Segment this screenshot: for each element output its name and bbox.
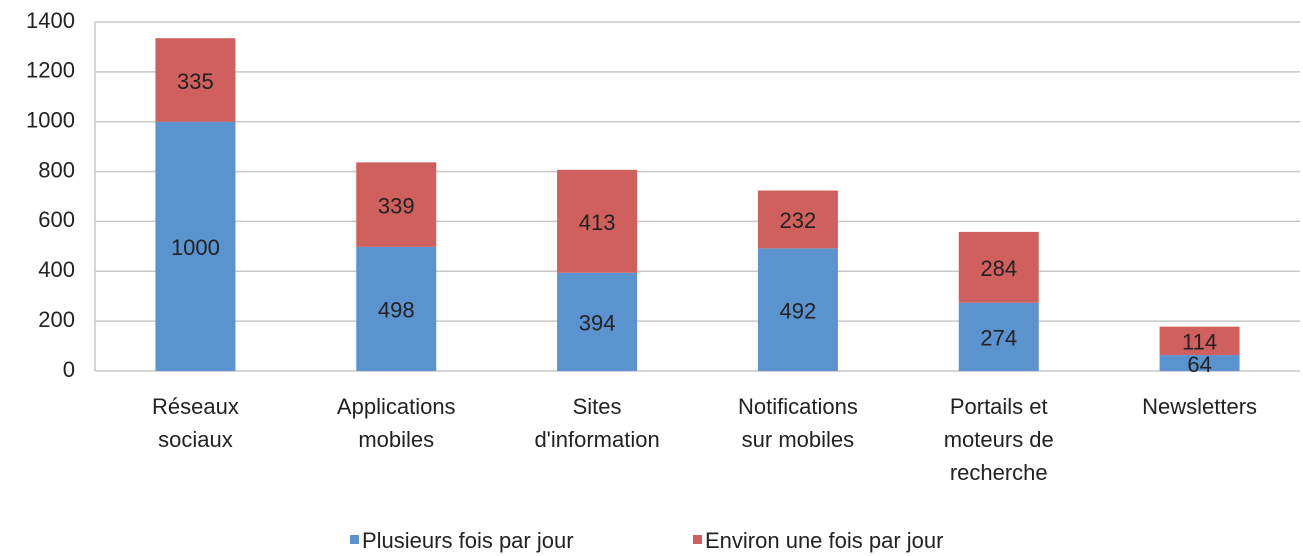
x-tick-label: Réseaux — [152, 394, 239, 419]
bar-segment — [557, 272, 638, 371]
y-tick-label: 600 — [38, 207, 75, 232]
data-label: 339 — [378, 193, 415, 218]
data-label: 498 — [378, 298, 415, 323]
bar-segment — [356, 162, 437, 247]
data-label: 413 — [579, 210, 616, 235]
y-tick-label: 1400 — [26, 8, 75, 33]
legend-label: Environ une fois par jour — [705, 528, 943, 553]
x-tick-label: Newsletters — [1142, 394, 1257, 419]
bar-segment — [958, 231, 1039, 303]
bar-segment — [757, 248, 838, 371]
x-tick-label: Portails et — [950, 394, 1048, 419]
bar-segment — [958, 302, 1039, 371]
bar-segment — [155, 38, 236, 122]
y-tick-label: 0 — [63, 357, 75, 382]
x-tick-label: Sites — [573, 394, 622, 419]
y-tick-label: 1000 — [26, 108, 75, 133]
data-label: 1000 — [171, 235, 220, 260]
bar-segment — [1159, 326, 1240, 356]
x-tick-label: Notifications — [738, 394, 858, 419]
x-tick-label: mobiles — [358, 427, 434, 452]
data-label: 114 — [1182, 330, 1217, 355]
data-label: 232 — [780, 208, 817, 233]
x-tick-label: moteurs de — [944, 427, 1054, 452]
data-label: 394 — [579, 311, 616, 336]
x-tick-label: d'information — [534, 427, 659, 452]
data-label: 335 — [177, 69, 214, 94]
x-tick-label: sur mobiles — [742, 427, 854, 452]
bar-segment — [557, 169, 638, 273]
y-tick-label: 800 — [38, 157, 75, 182]
legend-swatch — [350, 535, 359, 544]
y-tick-label: 200 — [38, 307, 75, 332]
data-label: 64 — [1187, 352, 1211, 377]
data-label: 492 — [780, 298, 817, 323]
x-tick-label: Applications — [337, 394, 456, 419]
legend-label: Plusieurs fois par jour — [362, 528, 574, 553]
data-label: 274 — [980, 326, 1017, 351]
y-tick-label: 1200 — [26, 58, 75, 83]
x-tick-label: sociaux — [158, 427, 233, 452]
bar-segment — [155, 121, 236, 371]
data-label: 284 — [980, 256, 1017, 281]
y-tick-label: 400 — [38, 257, 75, 282]
bar-segment — [757, 190, 838, 249]
x-tick-label: recherche — [950, 460, 1048, 485]
bar-segment — [356, 246, 437, 371]
legend-swatch — [693, 535, 702, 544]
bar-segment — [1159, 355, 1240, 371]
